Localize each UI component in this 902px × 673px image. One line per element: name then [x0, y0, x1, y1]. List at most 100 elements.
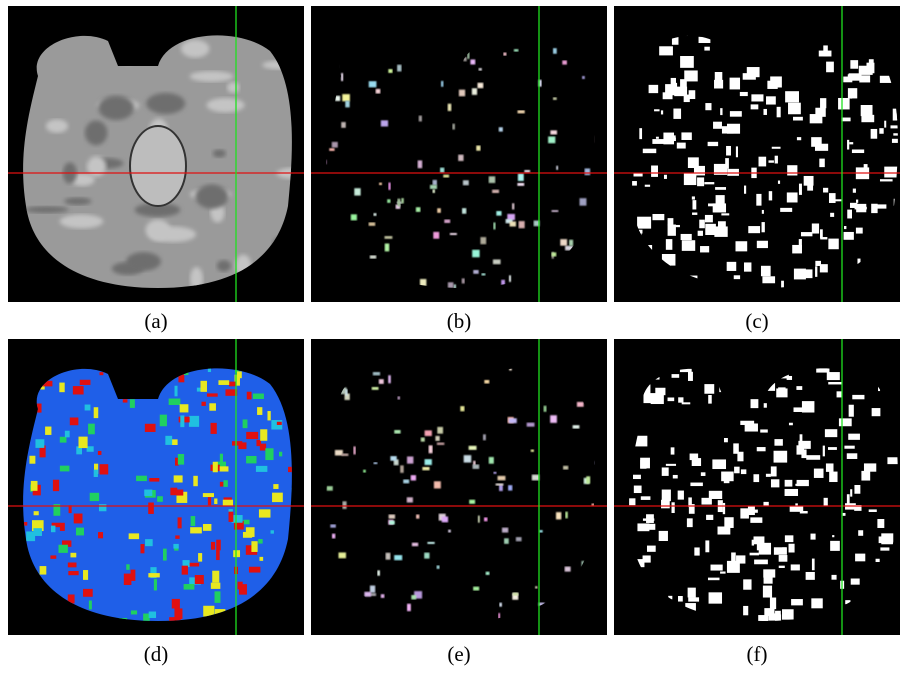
activation-spot: [477, 515, 480, 523]
activation-spot: [655, 390, 659, 401]
activation-spot: [637, 523, 650, 532]
activation-spot: [406, 497, 413, 503]
heat-spot: [258, 539, 263, 544]
heat-spot: [177, 517, 182, 529]
activation-spot: [706, 514, 714, 520]
heat-spot: [188, 415, 200, 427]
activation-spot: [773, 450, 788, 463]
heat-spot: [129, 399, 135, 408]
activation-spot: [363, 469, 366, 473]
activation-spot: [526, 422, 535, 427]
heat-spot: [212, 461, 218, 473]
activation-spot: [778, 555, 788, 562]
heat-spot: [176, 491, 188, 503]
heat-spot: [246, 455, 257, 464]
activation-spot: [858, 65, 873, 75]
activation-spot: [395, 204, 401, 209]
activation-spot: [353, 446, 356, 455]
activation-spot: [750, 399, 759, 409]
activation-spot: [584, 168, 591, 176]
activation-spot: [641, 384, 651, 395]
activation-spot: [811, 223, 820, 234]
activation-spot: [471, 88, 478, 95]
activation-spot: [701, 497, 712, 505]
activation-spot: [513, 49, 519, 52]
activation-spot: [688, 90, 696, 100]
activation-spot: [774, 155, 778, 164]
heat-spot: [130, 610, 138, 615]
activation-spot: [863, 164, 868, 173]
activation-spot: [697, 230, 703, 236]
heat-spot: [68, 571, 79, 576]
activation-spot: [764, 608, 775, 616]
activation-spot: [799, 434, 803, 445]
heat-spot: [73, 513, 83, 524]
activation-spot: [472, 249, 480, 258]
activation-spot: [851, 149, 865, 154]
image-panel: [8, 339, 304, 635]
activation-spot: [793, 407, 807, 412]
heat-spot: [219, 481, 224, 487]
activation-spot: [496, 210, 502, 216]
activation-spot: [495, 483, 504, 486]
activation-spot: [393, 459, 399, 466]
heat-spot: [50, 555, 57, 559]
heat-spot: [259, 443, 267, 451]
activation-spot: [498, 613, 501, 620]
activation-spot: [806, 455, 821, 460]
activation-spot: [756, 541, 761, 551]
heat-spot: [188, 562, 200, 567]
heat-spot: [39, 566, 47, 575]
activation-spot: [830, 540, 840, 551]
activation-spot: [870, 128, 878, 139]
activation-spot: [743, 605, 749, 616]
activation-spot: [492, 189, 500, 194]
activation-spot: [539, 530, 543, 533]
activation-spot: [492, 259, 501, 265]
activation-spot: [855, 553, 866, 562]
activation-spot: [827, 447, 837, 450]
activation-spot: [786, 192, 798, 203]
heat-spot: [238, 442, 247, 450]
activation-spot: [850, 489, 853, 497]
activation-spot: [503, 52, 507, 56]
activation-spot: [891, 138, 898, 143]
panel-caption: (b): [447, 309, 472, 333]
tissue: [146, 92, 186, 115]
activation-spot: [686, 518, 693, 528]
activation-spot: [714, 226, 728, 237]
activation-spot: [704, 46, 710, 51]
activation-spot: [432, 179, 438, 186]
activation-spot: [419, 279, 427, 287]
activation-spot: [846, 453, 858, 459]
activation-spot: [658, 530, 668, 541]
heat-spot: [179, 404, 189, 413]
activation-spot: [879, 128, 884, 134]
activation-spot: [778, 565, 785, 568]
activation-spot: [384, 235, 393, 239]
activation-spot: [811, 137, 822, 147]
activation-spot: [505, 218, 513, 224]
activation-spot: [629, 498, 636, 506]
activation-spot: [509, 368, 512, 371]
heat-spot: [239, 584, 247, 595]
activation-spot: [773, 547, 787, 555]
tissue: [24, 206, 69, 213]
heat-spot: [234, 374, 240, 386]
activation-spot: [424, 552, 430, 559]
activation-spot: [671, 35, 679, 45]
heat-spot: [215, 461, 226, 468]
activation-spot: [338, 552, 346, 559]
heat-spot: [58, 544, 68, 553]
image-panel: [614, 339, 900, 635]
heat-spot: [68, 505, 72, 514]
activation-spot: [369, 585, 376, 593]
tissue: [84, 120, 108, 146]
activation-spot: [736, 555, 746, 564]
activation-spot: [796, 137, 802, 141]
activation-spot: [784, 535, 794, 543]
activation-spot: [473, 586, 480, 591]
activation-spot: [828, 381, 843, 385]
activation-spot: [846, 494, 850, 505]
activation-spot: [850, 90, 853, 99]
